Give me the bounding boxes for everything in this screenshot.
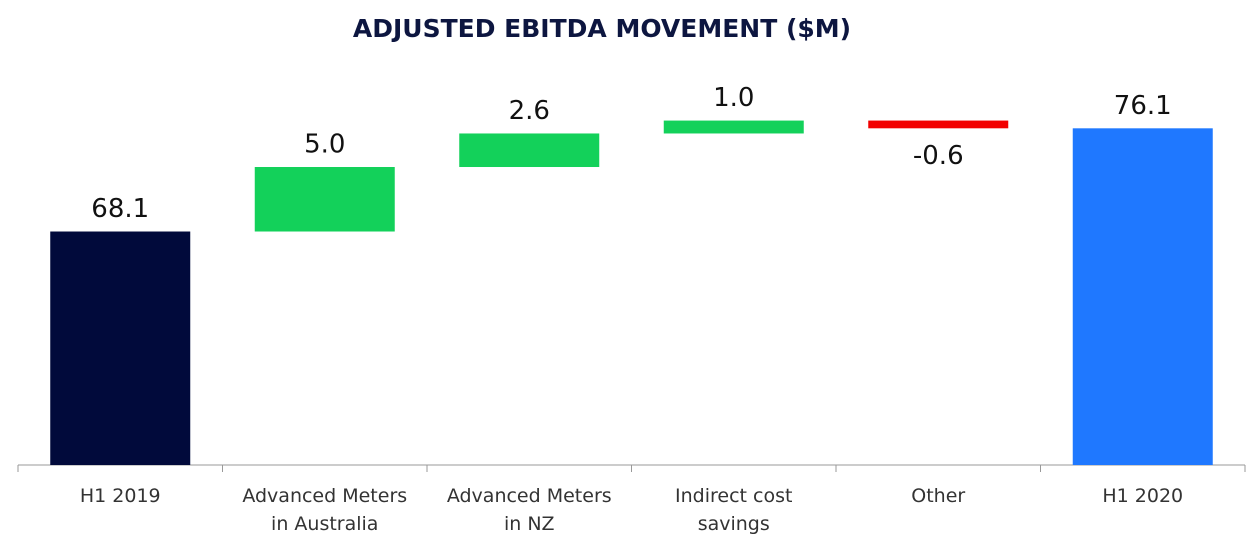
bar (50, 231, 191, 465)
value-label: 5.0 (304, 130, 345, 160)
value-label: 2.6 (509, 96, 550, 126)
bar (868, 120, 1009, 129)
x-tick-label: H1 2020 (1102, 485, 1184, 507)
value-label: 76.1 (1114, 91, 1172, 121)
x-tick-label: Indirect cost savings (675, 485, 793, 535)
bar (1072, 128, 1213, 465)
chart-title: ADJUSTED EBITDA MOVEMENT ($M) (353, 14, 851, 43)
bar (459, 133, 600, 168)
bar (254, 167, 395, 232)
value-label: -0.6 (913, 141, 964, 171)
bar (663, 120, 804, 134)
value-label: 1.0 (713, 83, 754, 113)
x-tick-label: Other (911, 485, 966, 507)
x-tick-label: H1 2019 (79, 485, 161, 507)
value-label: 68.1 (91, 194, 149, 224)
x-tick-label: Advanced Meters in Australia (242, 485, 408, 535)
x-tick-label: Advanced Meters in NZ (446, 485, 612, 535)
